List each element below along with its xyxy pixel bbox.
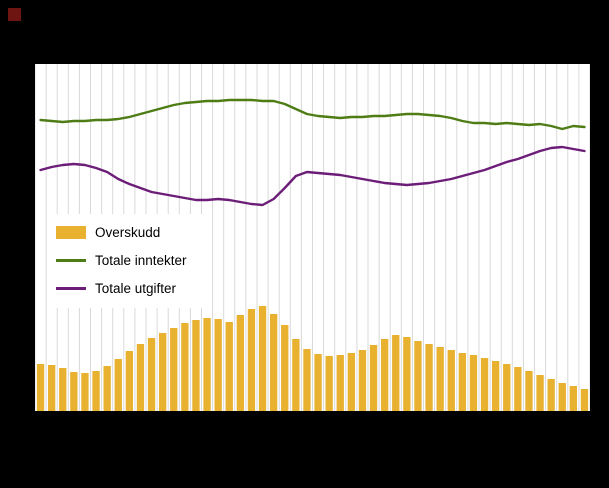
legend-item-totale-inntekter: Totale inntekter xyxy=(56,246,187,274)
legend-swatch-line-icon xyxy=(56,258,86,262)
legend-label-overskudd: Overskudd xyxy=(95,224,161,240)
legend-label-totale-utgifter: Totale utgifter xyxy=(95,280,177,296)
logo-mark xyxy=(8,8,21,21)
legend-swatch-bar-icon xyxy=(56,225,86,239)
legend-label-totale-inntekter: Totale inntekter xyxy=(95,252,187,268)
legend-item-overskudd: Overskudd xyxy=(56,218,187,246)
plot-area: Overskudd Totale inntekter Totale utgift… xyxy=(35,64,590,411)
legend-swatch-line-icon xyxy=(56,286,86,290)
legend-item-totale-utgifter: Totale utgifter xyxy=(56,274,187,302)
chart-legend: Overskudd Totale inntekter Totale utgift… xyxy=(49,214,205,308)
